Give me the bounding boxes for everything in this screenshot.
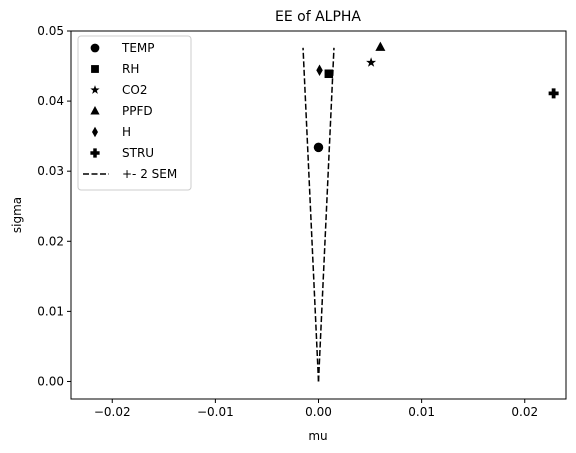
- y-axis: 0.00 0.01 0.02 0.03 0.04 0.05: [37, 24, 71, 388]
- legend-label-ppfd: PPFD: [122, 104, 153, 118]
- legend-marker-temp: [90, 43, 100, 53]
- marker-ppfd: [375, 41, 386, 51]
- y-tick-label: 0.04: [37, 94, 64, 108]
- x-tick-label: 0.01: [408, 405, 435, 419]
- x-tick-label: −0.02: [94, 405, 131, 419]
- chart-title: EE of ALPHA: [275, 9, 361, 25]
- sem-line-right: [317, 47, 335, 382]
- legend-label-stru: STRU: [122, 146, 154, 160]
- y-tick-label: 0.03: [37, 164, 64, 178]
- legend-label-rh: RH: [122, 62, 139, 76]
- data-markers: [313, 41, 559, 153]
- legend-marker-stru: [90, 148, 100, 158]
- legend-label-h: H: [122, 125, 131, 139]
- legend-label-temp: TEMP: [121, 41, 155, 55]
- y-tick-label: 0.00: [37, 374, 64, 388]
- marker-h: [316, 64, 323, 77]
- legend-marker-rh: [91, 65, 99, 73]
- marker-co2: [366, 57, 377, 67]
- x-tick-label: 0.02: [511, 405, 538, 419]
- y-tick-label: 0.05: [37, 24, 64, 38]
- legend-marker-co2: [90, 85, 100, 94]
- marker-temp: [313, 142, 324, 153]
- marker-stru: [548, 88, 559, 99]
- legend-box: [77, 35, 192, 191]
- y-axis-label: sigma: [10, 197, 24, 233]
- sem-band: [302, 47, 335, 382]
- legend: TEMP RH CO2 PPFD H STRU +- 2 SEM: [77, 35, 192, 191]
- y-tick-label: 0.01: [37, 304, 64, 318]
- sem-line-left: [302, 47, 320, 382]
- legend-marker-ppfd: [90, 105, 100, 115]
- legend-marker-h: [92, 126, 98, 138]
- y-tick-label: 0.02: [37, 234, 64, 248]
- legend-label-sem: +- 2 SEM: [122, 167, 177, 181]
- x-axis: −0.02 −0.01 0.00 0.01 0.02: [94, 399, 538, 419]
- marker-rh: [324, 69, 334, 79]
- legend-label-co2: CO2: [122, 83, 147, 97]
- x-axis-label: mu: [308, 429, 327, 443]
- x-tick-label: 0.00: [305, 405, 332, 419]
- x-tick-label: −0.01: [197, 405, 234, 419]
